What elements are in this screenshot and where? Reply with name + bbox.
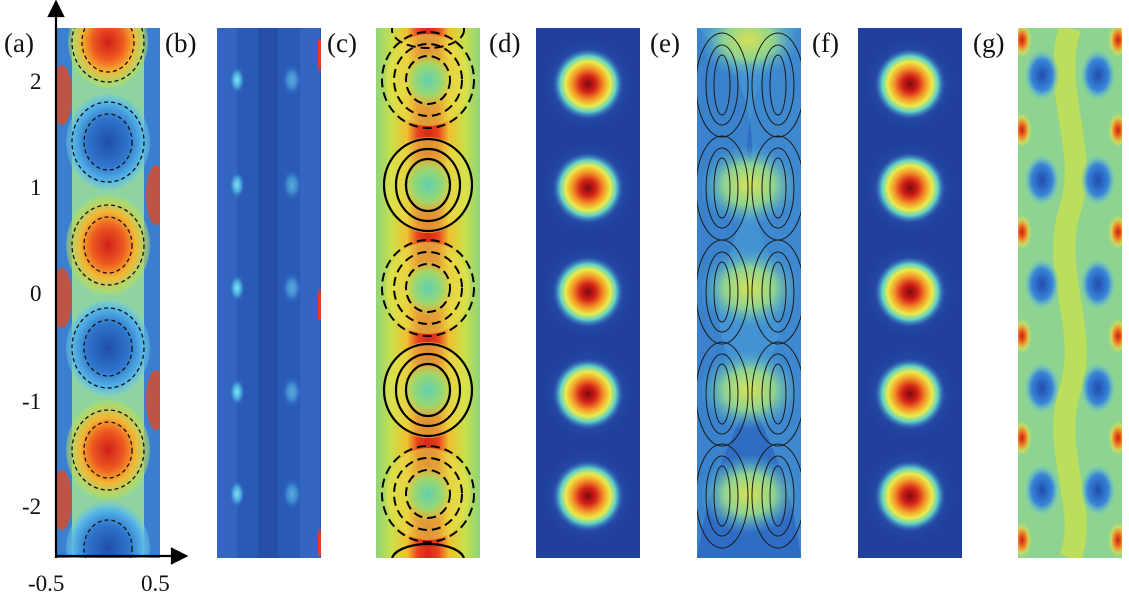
panel-c-heatmap — [376, 28, 480, 558]
panel-b-heatmap — [217, 28, 321, 558]
y-tick-minus-2: -2 — [22, 494, 42, 519]
panel-label-b: (b) — [165, 28, 197, 58]
x-tick-0.5: 0.5 — [141, 571, 170, 596]
axis-arrows — [47, 0, 189, 565]
y-tick-0: 0 — [30, 281, 42, 306]
panel-e-heatmap — [697, 28, 801, 558]
panel-f-heatmap — [858, 28, 962, 558]
y-tick-minus-1: -1 — [22, 389, 42, 414]
panel-label-f: (f) — [812, 28, 839, 58]
panel-label-d: (d) — [489, 28, 521, 58]
x-tick-minus-0.5: -0.5 — [28, 571, 65, 596]
panel-a-heatmap — [56, 28, 160, 558]
panel-label-e: (e) — [650, 28, 680, 58]
y-tick-2: 2 — [30, 69, 42, 94]
panel-label-c: (c) — [327, 28, 357, 58]
panel-label-g: (g) — [973, 28, 1005, 58]
panel-g-heatmap — [1018, 28, 1122, 558]
y-tick-1: 1 — [30, 175, 42, 200]
panel-label-a: (a) — [4, 28, 34, 58]
panel-d-heatmap — [536, 28, 640, 558]
